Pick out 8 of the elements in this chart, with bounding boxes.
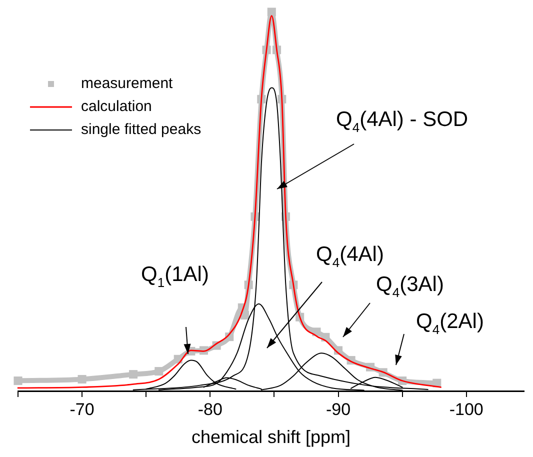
legend-label: calculation xyxy=(81,98,152,116)
x-tick-label: -80 xyxy=(198,400,222,419)
x-axis-title: chemical shift [ppm] xyxy=(191,427,351,448)
x-tick-label: -100 xyxy=(449,400,484,419)
legend-label: single fitted peaks xyxy=(81,121,202,138)
legend-label: measurement xyxy=(81,75,174,92)
x-tick-label: -90 xyxy=(326,400,351,419)
x-tick-label: -70 xyxy=(70,400,94,419)
